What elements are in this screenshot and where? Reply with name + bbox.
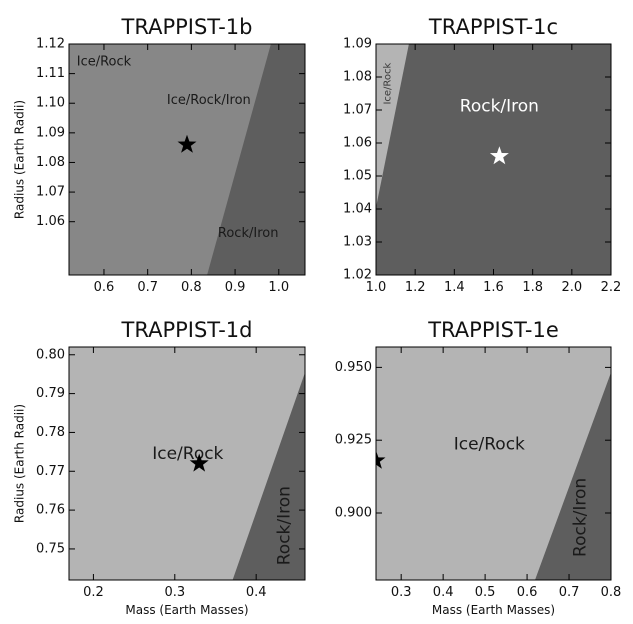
chart1-ytick-label: 1.08	[36, 155, 65, 170]
chart2-planet-star-marker	[489, 146, 509, 165]
chart2-plot-area: Ice/Rock Rock/Iron	[376, 44, 611, 275]
chart1-ytick-label: 1.09	[36, 125, 65, 140]
chart4-title: TRAPPIST-1e	[427, 318, 559, 342]
chart2-ytick-label: 1.05	[343, 169, 372, 184]
chart4-xtick-label: 0.7	[559, 585, 580, 600]
chart4-region-label-ice-rock: Ice/Rock	[454, 434, 525, 454]
chart2-ytick-label: 1.06	[343, 136, 372, 151]
chart4-xtick-label: 0.6	[517, 585, 538, 600]
chart3-x-axis-label: Mass (Earth Masses)	[125, 603, 248, 617]
chart2-xtick-label: 1.4	[444, 280, 465, 295]
chart2-ytick-label: 1.07	[343, 103, 372, 118]
chart1-ytick-label: 1.06	[36, 214, 65, 229]
chart3-xtick-label: 0.4	[246, 585, 267, 600]
chart1-ytick-label: 1.10	[36, 96, 65, 111]
chart2-region-label-rock-iron: Rock/Iron	[460, 97, 539, 117]
chart3-panel: Ice/Rock Rock/Iron 0.2 0.3 0.4 0.75 0.76 0.77 0.…	[13, 318, 306, 617]
chart3-ytick-label: 0.76	[36, 503, 65, 518]
chart4-panel: Ice/Rock Rock/Iron 0.3 0.4 0.5 0.6 0.7 0.8 0.900…	[335, 318, 622, 617]
chart1-xtick-label: 0.8	[181, 280, 202, 295]
chart4-ytick-label: 0.900	[335, 506, 372, 521]
chart4-ytick-label: 0.925	[335, 433, 372, 448]
chart4-xtick-label: 0.5	[475, 585, 496, 600]
chart3-y-axis-label: Radius (Earth Radii)	[13, 404, 27, 523]
chart3-ytick-label: 0.80	[36, 347, 65, 362]
chart4-xtick-label: 0.4	[433, 585, 454, 600]
chart1-xtick-label: 0.7	[137, 280, 158, 295]
chart4-frame	[375, 346, 612, 581]
chart2-region-rock-iron	[376, 44, 611, 275]
chart2-region-label-ice-rock: Ice/Rock	[382, 62, 393, 104]
chart1-ytick-label: 1.07	[36, 185, 65, 200]
chart1-region-label-rock-iron: Rock/Iron	[218, 226, 279, 241]
chart2-panel: Ice/Rock Rock/Iron 1.0 1.2 1.4 1.6 1.8 2.0 2.2 1.…	[343, 15, 621, 295]
chart3-planet-star-marker	[189, 453, 209, 472]
chart1-y-axis-label: Radius (Earth Radii)	[13, 100, 27, 219]
chart1-region-label-ice-rock-iron: Ice/Rock/Iron	[167, 93, 251, 108]
chart1-region-label-ice-rock: Ice/Rock	[77, 54, 132, 69]
chart1-frame	[68, 43, 306, 276]
chart3-xtick-label: 0.2	[83, 585, 104, 600]
chart1-ytick-label: 1.11	[36, 66, 65, 81]
chart1-region-ice-rock-iron	[69, 44, 271, 275]
chart3-plot-area: Ice/Rock Rock/Iron	[69, 347, 305, 580]
chart3-ytick-label: 0.77	[36, 464, 65, 479]
chart2-xtick-label: 1.6	[483, 280, 504, 295]
chart4-region-label-rock-iron: Rock/Iron	[570, 478, 590, 557]
chart2-ytick-label: 1.02	[343, 268, 372, 283]
chart1-title: TRAPPIST-1b	[121, 15, 253, 39]
chart4-plot-area: Ice/Rock Rock/Iron	[376, 347, 611, 580]
chart1-panel: Ice/Rock Ice/Rock/Iron Rock/Iron 0.6 0.7 0.8 0…	[13, 15, 306, 295]
chart3-title: TRAPPIST-1d	[121, 318, 253, 342]
chart3-ytick-label: 0.75	[36, 541, 65, 556]
chart3-region-ice-rock	[69, 347, 305, 580]
chart2-ytick-label: 1.04	[343, 202, 372, 217]
chart4-xtick-label: 0.3	[391, 585, 412, 600]
chart2-xtick-label: 1.0	[366, 280, 387, 295]
chart3-frame	[68, 346, 306, 581]
chart2-title: TRAPPIST-1c	[428, 15, 558, 39]
chart2-region-ice-rock	[376, 44, 409, 208]
chart2-ytick-label: 1.09	[343, 37, 372, 52]
chart2-xtick-label: 2.0	[561, 280, 582, 295]
chart3-ytick-label: 0.79	[36, 386, 65, 401]
chart1-xtick-label: 1.0	[268, 280, 289, 295]
chart1-planet-star-marker	[177, 134, 197, 153]
chart2-ytick-label: 1.08	[343, 70, 372, 85]
chart1-xtick-label: 0.9	[225, 280, 246, 295]
chart4-xtick-label: 0.8	[601, 585, 622, 600]
chart2-xtick-label: 1.2	[405, 280, 426, 295]
chart4-ytick-label: 0.950	[335, 360, 372, 375]
chart1-plot-area: Ice/Rock Ice/Rock/Iron Rock/Iron	[69, 44, 305, 275]
chart2-xtick-label: 2.2	[601, 280, 622, 295]
chart4-planet-star-marker	[376, 450, 386, 469]
chart3-region-label-rock-iron: Rock/Iron	[275, 486, 295, 565]
chart2-ytick-label: 1.03	[343, 235, 372, 250]
chart3-xtick-label: 0.3	[164, 585, 185, 600]
chart1-xtick-label: 0.6	[94, 280, 115, 295]
chart4-x-axis-label: Mass (Earth Masses)	[432, 603, 555, 617]
chart4-region-ice-rock	[376, 347, 611, 580]
chart3-ytick-label: 0.78	[36, 425, 65, 440]
chart2-xtick-label: 1.8	[522, 280, 543, 295]
chart1-ytick-label: 1.12	[36, 37, 65, 52]
chart3-region-label-ice-rock: Ice/Rock	[152, 444, 223, 464]
